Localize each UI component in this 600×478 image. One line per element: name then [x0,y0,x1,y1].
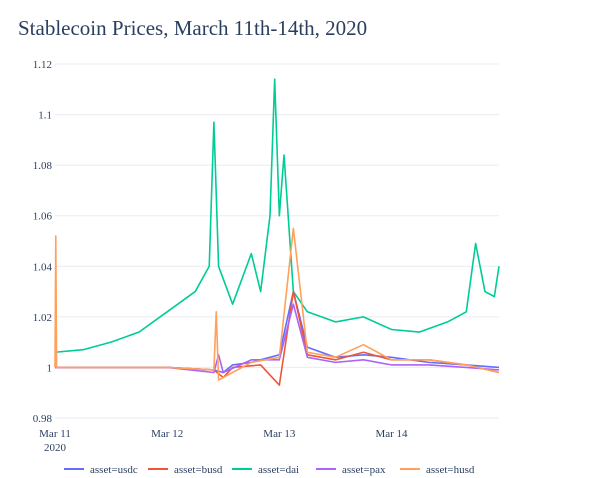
legend-item-pax[interactable]: asset=pax [316,464,386,476]
x-tick-label: Mar 13 [263,428,296,440]
x-tick-year-label: 2020 [44,442,67,454]
legend-item-usdc[interactable]: asset=usdc [64,464,138,476]
series-line-pax [55,303,500,374]
x-tick-label: Mar 14 [375,428,408,440]
series-lines [54,78,500,386]
y-tick-label: 1.06 [33,211,53,223]
legend-label: asset=dai [258,464,299,476]
legend-item-dai[interactable]: asset=dai [232,464,299,476]
x-tick-label: Mar 11 [39,428,71,440]
y-tick-label: 1.1 [38,110,52,122]
legend-item-husd[interactable]: asset=husd [400,464,475,476]
x-axis-ticks: Mar 11 Mar 12 Mar 13 Mar 14 2020 [39,428,408,454]
legend-label: asset=pax [342,464,386,476]
y-tick-label: 0.98 [33,413,53,425]
legend-label: asset=husd [426,464,475,476]
legend-item-busd[interactable]: asset=busd [148,464,223,476]
y-tick-label: 1.12 [33,59,52,71]
y-tick-label: 1.08 [33,160,53,172]
series-line-dai [54,78,500,354]
y-axis-ticks: 0.98 1 1.02 1.04 1.06 1.08 1.1 1.12 [33,59,53,425]
y-tick-label: 1.04 [33,261,53,273]
x-tick-label: Mar 12 [151,428,183,440]
y-tick-label: 1.02 [33,312,52,324]
legend-label: asset=usdc [90,464,138,476]
chart-title: Stablecoin Prices, March 11th-14th, 2020 [18,16,368,40]
legend[interactable]: asset=usdc asset=busd asset=dai asset=pax as… [64,464,475,476]
y-tick-label: 1 [47,362,53,374]
series-line-husd [54,227,500,381]
legend-label: asset=busd [174,464,223,476]
